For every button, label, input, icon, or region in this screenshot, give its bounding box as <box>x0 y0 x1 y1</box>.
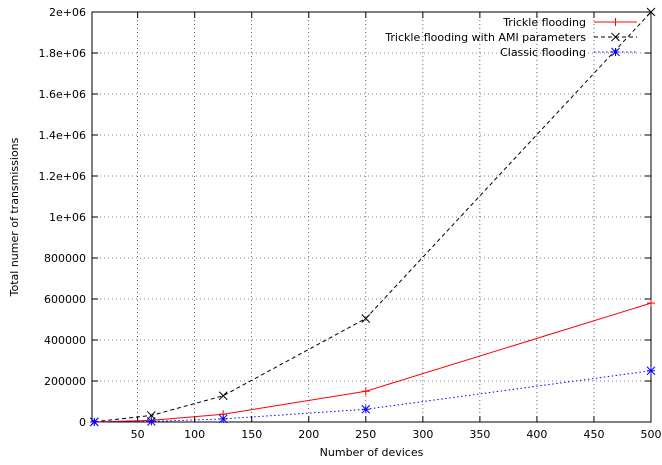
legend: Trickle flooding Trickle flooding with AM… <box>384 16 637 59</box>
data-point <box>218 414 228 424</box>
x-tick-label: 450 <box>583 428 604 441</box>
y-tick-label: 1.8e+06 <box>39 47 86 60</box>
legend-label: Trickle flooding <box>502 16 586 29</box>
series-line <box>94 302 652 423</box>
y-tick-label: 200000 <box>44 375 86 388</box>
legend-label: Classic flooding <box>500 46 586 59</box>
series-line <box>94 370 652 423</box>
x-tick-label: 100 <box>184 428 205 441</box>
data-point <box>146 411 156 420</box>
data-point <box>647 299 655 308</box>
x-tick-label: 500 <box>641 428 662 441</box>
x-tick-label: 350 <box>469 428 490 441</box>
x-tick-label: 50 <box>131 428 145 441</box>
y-tick-label: 1.6e+06 <box>39 88 86 101</box>
data-point <box>361 387 370 396</box>
x-tick-label: 250 <box>355 428 376 441</box>
x-tick-label: 200 <box>298 428 319 441</box>
x-tick-label: 300 <box>412 428 433 441</box>
y-tick-label: 1.2e+06 <box>39 170 86 183</box>
data-point <box>218 391 228 401</box>
legend-marker <box>611 18 620 26</box>
x-axis-label: Number of devices <box>320 446 424 459</box>
y-tick-label: 600000 <box>44 293 86 306</box>
legend-marker <box>611 47 620 57</box>
data-point <box>89 417 99 427</box>
x-tick-label: 400 <box>526 428 547 441</box>
y-tick-label: 800000 <box>44 252 86 265</box>
legend-label: Trickle flooding with AMI parameters <box>384 31 586 44</box>
y-tick-label: 1.4e+06 <box>39 129 86 142</box>
y-tick-label: 2e+06 <box>49 6 86 19</box>
data-point <box>146 417 156 426</box>
data-point <box>646 366 656 376</box>
series-line <box>94 11 652 423</box>
y-tick-label: 0 <box>79 416 86 429</box>
plot-frame <box>91 11 652 423</box>
y-tick-label: 1e+06 <box>49 211 86 224</box>
data-point <box>361 404 371 414</box>
axis-ticks: 0 200000 400000 600000 800000 1e+06 1.2e+06 1.4… <box>39 6 662 441</box>
data-point <box>646 7 656 17</box>
x-tick-label: 150 <box>241 428 262 441</box>
grid-lines <box>92 12 651 422</box>
y-tick-label: 400000 <box>44 334 86 347</box>
series-layer <box>89 7 656 427</box>
y-axis-label: Total numer of transmissions <box>8 137 21 297</box>
data-point <box>361 314 371 323</box>
legend-marker <box>611 32 620 42</box>
